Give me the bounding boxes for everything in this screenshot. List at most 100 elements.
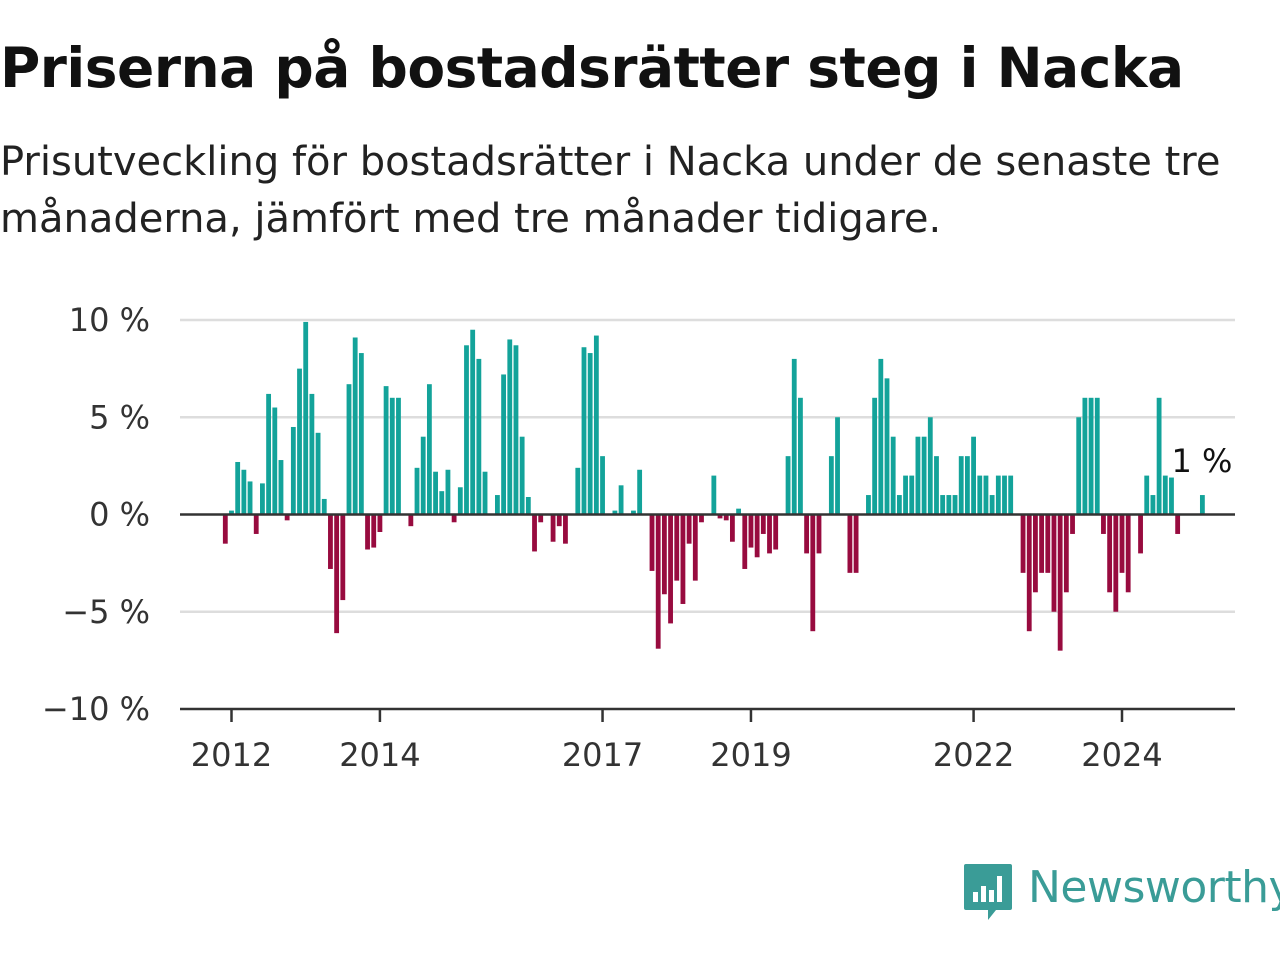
bar xyxy=(445,469,451,515)
bar xyxy=(408,514,414,527)
bar-chart: 10 % 5 % 0 % −5 % −10 % 2012 2014 2017 2019 2022 2… xyxy=(42,301,1235,774)
bar xyxy=(612,510,618,515)
bar xyxy=(798,397,803,515)
brand-logo: Newsworthy xyxy=(962,862,1280,924)
bar xyxy=(278,460,284,515)
bar xyxy=(1144,475,1150,515)
bar xyxy=(550,514,556,542)
bar xyxy=(909,475,915,515)
bar xyxy=(736,508,741,515)
bar xyxy=(309,393,315,515)
bar xyxy=(352,337,358,515)
bar xyxy=(1156,397,1162,515)
bar xyxy=(964,456,970,515)
bar xyxy=(835,417,840,515)
bar xyxy=(637,469,643,515)
bar xyxy=(297,368,302,515)
bar xyxy=(946,495,952,515)
bar xyxy=(631,510,636,515)
bar xyxy=(940,495,946,515)
bar xyxy=(1162,475,1168,515)
bar xyxy=(1125,514,1131,593)
bar xyxy=(253,514,259,534)
bar xyxy=(934,456,939,515)
bar xyxy=(556,514,562,527)
bar xyxy=(414,467,420,515)
bar xyxy=(1088,397,1094,515)
bar xyxy=(1199,495,1205,515)
bar xyxy=(1150,495,1156,515)
bar xyxy=(927,417,933,515)
bar xyxy=(618,485,624,515)
bar xyxy=(754,514,760,558)
bar xyxy=(1169,477,1174,515)
bar xyxy=(921,436,927,515)
bar xyxy=(563,514,568,544)
bar xyxy=(365,514,370,550)
bar xyxy=(538,514,544,523)
y-tick-label: −5 % xyxy=(62,593,150,631)
bar xyxy=(674,514,680,581)
x-tick-label: 2022 xyxy=(933,736,1014,774)
bar xyxy=(470,329,476,515)
bar xyxy=(699,514,704,523)
bar xyxy=(742,514,748,569)
bar xyxy=(1138,514,1143,554)
axes xyxy=(180,513,1235,722)
bar xyxy=(767,514,772,554)
x-tick-label: 2019 xyxy=(710,736,791,774)
bar xyxy=(464,345,469,515)
bar xyxy=(711,475,717,515)
bar xyxy=(655,514,661,649)
bar xyxy=(1063,514,1069,593)
bar xyxy=(995,475,1001,515)
bar xyxy=(1008,475,1014,515)
bar xyxy=(340,514,346,601)
brand-name: Newsworthy xyxy=(1028,862,1280,913)
bar xyxy=(952,495,958,515)
bar xyxy=(303,321,309,515)
bar xyxy=(476,358,482,515)
bar xyxy=(1113,514,1119,612)
bar xyxy=(222,514,228,544)
bar xyxy=(1002,475,1007,515)
bar xyxy=(649,514,655,571)
bar xyxy=(723,514,729,521)
bar xyxy=(680,514,686,604)
bar xyxy=(334,514,340,634)
bar xyxy=(290,426,296,515)
chart-title: Priserna på bostadsrätter steg i Nacka xyxy=(0,36,1184,100)
y-tick-label: 0 % xyxy=(89,496,150,534)
bar xyxy=(983,475,989,515)
bar xyxy=(284,514,290,521)
bar xyxy=(828,456,834,515)
bar xyxy=(1045,514,1051,573)
bar xyxy=(989,495,995,515)
bar xyxy=(321,498,327,515)
bar xyxy=(1039,514,1045,573)
labels: 10 % 5 % 0 % −5 % −10 % 2012 2014 2017 2019 2022 2… xyxy=(42,301,1233,774)
bar-chart-speech-bubble-icon xyxy=(964,864,1012,920)
bar xyxy=(513,345,519,515)
bar xyxy=(581,347,587,515)
bar xyxy=(760,514,766,534)
bar xyxy=(532,514,537,552)
y-tick-label: 5 % xyxy=(89,398,150,436)
bar xyxy=(371,514,377,548)
bar xyxy=(507,339,513,515)
bar xyxy=(1076,417,1082,515)
bar xyxy=(810,514,816,632)
bar xyxy=(600,456,605,515)
bar xyxy=(457,487,463,515)
bar xyxy=(272,407,278,515)
bar xyxy=(791,358,797,515)
bar xyxy=(1101,514,1106,534)
bar xyxy=(884,378,890,515)
bar xyxy=(1033,514,1038,593)
bar xyxy=(853,514,859,573)
bar xyxy=(1175,514,1181,534)
bar xyxy=(328,514,333,569)
bar xyxy=(1020,514,1026,573)
bar xyxy=(247,481,253,515)
chart-subtitle: Prisutveckling för bostadsrätter i Nacka… xyxy=(0,139,1221,242)
